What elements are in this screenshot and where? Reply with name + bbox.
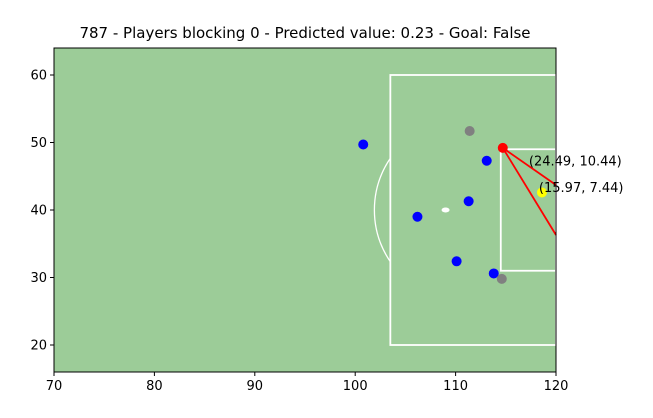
y-axis: 20 30 40 50 60 <box>30 69 54 354</box>
x-tick-label-70: 70 <box>46 379 63 394</box>
penalty-spot <box>441 207 450 213</box>
shot-lines <box>502 147 557 236</box>
point-0-2 <box>463 196 474 207</box>
x-tick-label-120: 120 <box>544 379 569 394</box>
shot-line-1 <box>502 147 557 236</box>
y-tick-label-60: 60 <box>30 69 47 84</box>
x-tick-label-80: 80 <box>146 379 163 394</box>
y-tick-label-20: 20 <box>30 339 47 354</box>
annotations: (24.49, 10.44) (15.97, 7.44) <box>529 154 624 195</box>
penalty-arc <box>373 157 391 263</box>
annotation-0: (24.49, 10.44) <box>529 154 622 169</box>
y-tick-label-50: 50 <box>30 136 47 151</box>
y-tick-label-40: 40 <box>30 204 47 219</box>
point-0-3 <box>412 211 423 222</box>
point-1-1 <box>496 273 507 284</box>
y-tick-label-30: 30 <box>30 271 47 286</box>
point-3-0 <box>536 187 547 198</box>
point-0-4 <box>451 256 462 267</box>
scatter-points <box>358 126 547 284</box>
annotation-1: (15.97, 7.44) <box>539 181 624 196</box>
point-0-5 <box>488 268 499 279</box>
point-2-0 <box>497 142 508 153</box>
x-axis: 70 80 90 100 110 120 <box>46 372 569 394</box>
plot-background <box>54 48 556 372</box>
point-0-0 <box>358 139 369 150</box>
shot-line-0 <box>502 147 557 186</box>
point-1-0 <box>464 126 475 137</box>
x-tick-label-110: 110 <box>443 379 468 394</box>
x-tick-label-100: 100 <box>343 379 368 394</box>
x-tick-label-90: 90 <box>247 379 264 394</box>
point-0-1 <box>481 155 492 166</box>
chart-title: 787 - Players blocking 0 - Predicted val… <box>79 24 530 42</box>
